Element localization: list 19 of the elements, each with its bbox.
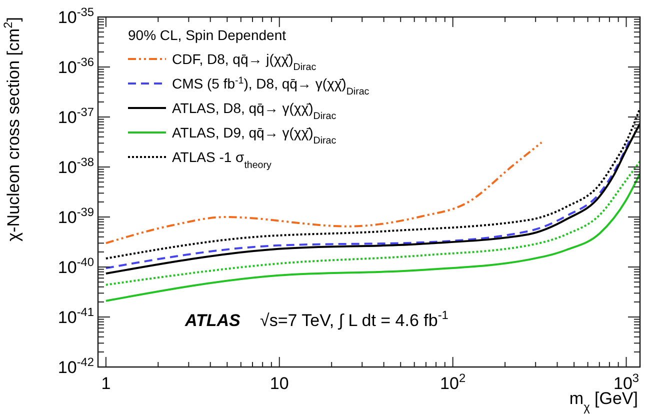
y-tick-label: 10$^{-37}$ — [58, 105, 94, 127]
x-tick-label: 10$^{2}$ — [440, 371, 466, 393]
y-tick-label: 10$^{-40}$ — [58, 255, 94, 277]
x-tick-label: 1 — [101, 374, 111, 393]
legend-label: CDF, D8, qq̄→ j(χχ̄)$_{Dirac}$ — [172, 51, 316, 72]
y-tick-label: 10$^{-36}$ — [58, 55, 94, 77]
y-tick-label: 10$^{-42}$ — [58, 355, 94, 377]
y-tick-label: 10$^{-39}$ — [58, 205, 94, 227]
y-tick-label: 10$^{-41}$ — [58, 305, 94, 327]
annotation: √s=7 TeV, ∫ L dt = 4.6 fb$^{-1}$ — [260, 308, 449, 330]
legend-label: CMS (5 fb$^{-1}$), D8, qq̄→ γ(χχ̄)$_{Dirac}$ — [172, 75, 370, 97]
y-tick-label: 10$^{-35}$ — [58, 5, 94, 27]
legend-label: ATLAS, D9, qq̄→ γ(χχ̄)$_{Dirac}$ — [172, 124, 336, 146]
legend-label: ATLAS, D8, qq̄→ γ(χχ̄)$_{Dirac}$ — [172, 100, 336, 122]
legend-title: 90% CL, Spin Dependent — [128, 27, 286, 43]
legend-label: ATLAS -1 σ$_{theory}$ — [172, 149, 272, 170]
annotation: ATLAS — [184, 311, 242, 330]
y-tick-label: 10$^{-38}$ — [58, 155, 94, 177]
x-tick-label: 10 — [270, 374, 289, 393]
